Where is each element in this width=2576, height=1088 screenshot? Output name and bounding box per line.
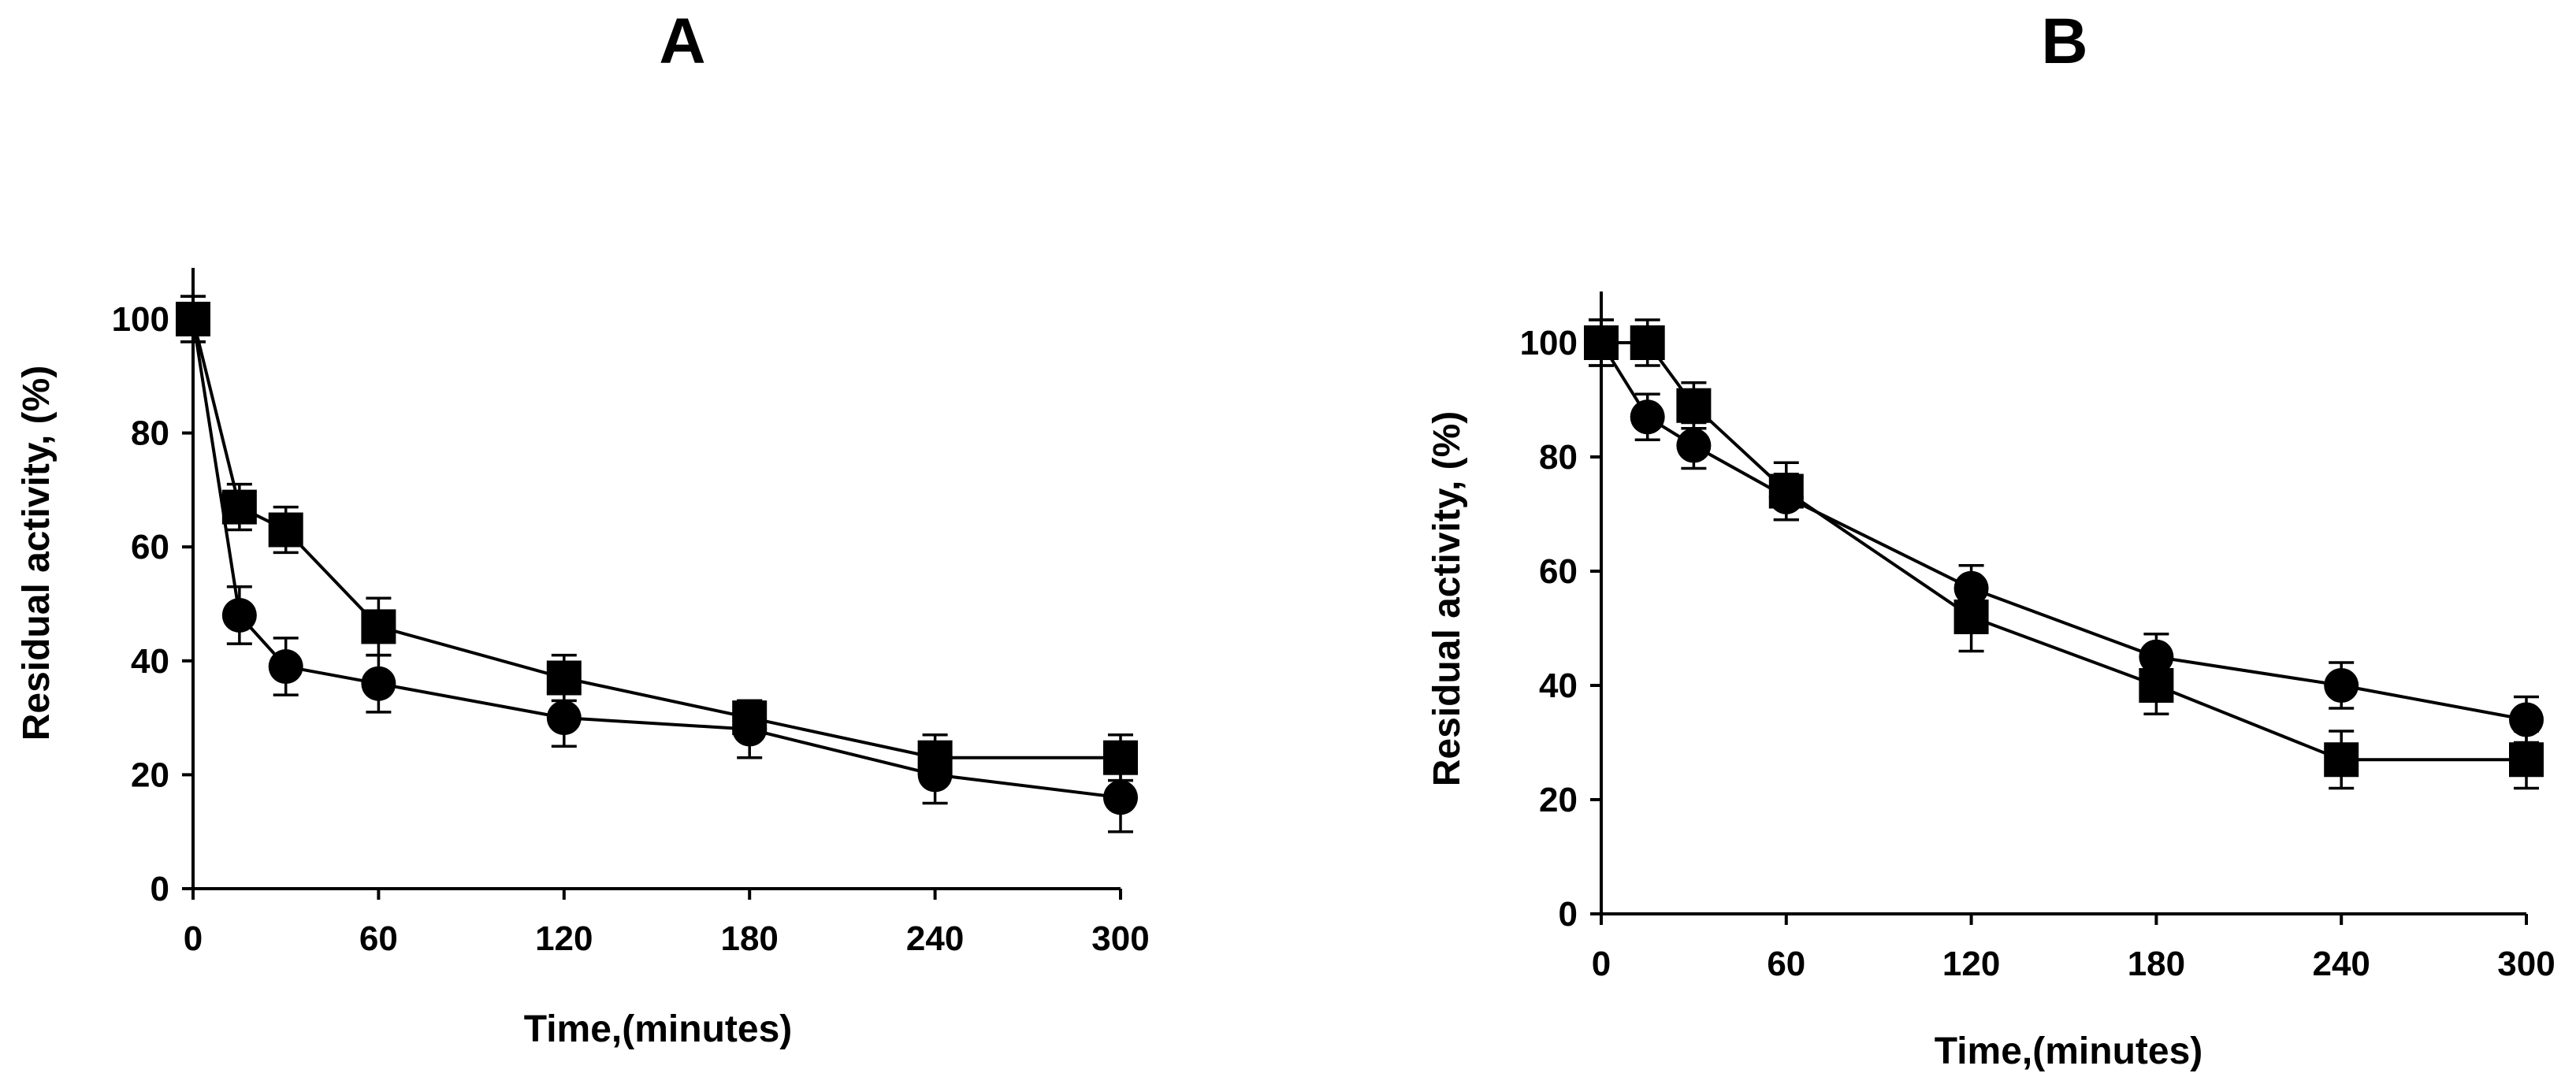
y-tick-label: 80	[131, 414, 169, 453]
series-circles-a	[176, 295, 1138, 834]
y-tick-label: 100	[1520, 324, 1578, 362]
x-tick-label: 300	[1091, 919, 1149, 958]
y-axis-label-a: Residual activity, (%)	[16, 366, 58, 741]
x-tick-label: 0	[1592, 945, 1611, 983]
data-point-circle	[221, 597, 257, 633]
x-tick-label: 240	[906, 919, 964, 958]
panel-title-b: B	[2041, 6, 2087, 77]
data-point-circle	[732, 711, 768, 747]
y-tick-label: 0	[151, 870, 169, 908]
data-point-circle	[1676, 428, 1712, 463]
series-line	[191, 318, 1121, 759]
x-axis-label-a: Time,(minutes)	[524, 1008, 793, 1050]
x-tick-label: 300	[2497, 945, 2555, 983]
series-squares-b	[1584, 318, 2544, 790]
x-tick-label: 180	[2128, 945, 2185, 983]
series-line	[1600, 341, 2527, 722]
data-point-square	[221, 489, 257, 525]
plot-area-b	[1584, 318, 2544, 790]
data-point-circle	[176, 302, 210, 336]
data-point-circle	[2139, 639, 2174, 674]
ticks-a: 0 20 40 60 80 100 0 60 120 180 240 300	[112, 300, 1150, 958]
plot-area-a	[176, 295, 1138, 834]
y-tick-label: 40	[131, 642, 169, 681]
x-tick-label: 180	[720, 919, 778, 958]
y-tick-label: 0	[1559, 895, 1578, 934]
data-point-square	[361, 609, 396, 644]
x-axis-label-b: Time,(minutes)	[1935, 1030, 2203, 1072]
data-point-circle	[917, 757, 953, 793]
data-point-circle	[268, 649, 303, 685]
y-tick-label: 20	[1539, 781, 1578, 819]
data-point-square	[268, 512, 303, 548]
data-point-square	[2509, 742, 2544, 778]
y-tick-label: 60	[1539, 552, 1578, 591]
series-circles-b	[1584, 318, 2544, 745]
panel-title-a: A	[659, 6, 705, 77]
data-point-circle	[1630, 399, 1665, 435]
data-point-circle	[2509, 702, 2544, 737]
y-axis-label-b: Residual activity, (%)	[1426, 411, 1468, 787]
series-squares-a	[176, 295, 1138, 782]
x-tick-label: 0	[184, 919, 203, 958]
series-line	[191, 318, 1121, 800]
series-line	[1601, 341, 2526, 762]
data-point-circle	[546, 700, 582, 736]
x-tick-label: 120	[1942, 945, 2000, 983]
x-tick-label: 60	[1767, 945, 1805, 983]
ticks-b: 0 20 40 60 80 100 0 60 120 180 240 300	[1520, 324, 2556, 983]
y-tick-label: 40	[1539, 667, 1578, 705]
axes-b	[1600, 291, 2526, 915]
data-point-circle	[2324, 668, 2359, 703]
chart-panel-b: B Residual activity, (%) Time,(minutes) …	[1426, 6, 2556, 1072]
axes-a	[191, 268, 1121, 890]
x-tick-label: 60	[359, 919, 398, 958]
x-tick-label: 120	[535, 919, 593, 958]
data-point-square	[1630, 325, 1665, 360]
y-tick-label: 80	[1539, 438, 1578, 477]
data-point-square	[2324, 742, 2359, 778]
data-point-circle	[1584, 325, 1619, 360]
y-tick-label: 20	[131, 756, 169, 794]
chart-panel-a: A Residual activity, (%) Time,(minutes) …	[16, 6, 1150, 1050]
data-point-circle	[1953, 570, 1989, 606]
y-tick-label: 60	[131, 528, 169, 566]
data-point-circle	[1103, 780, 1138, 815]
y-tick-label: 100	[112, 300, 169, 339]
data-point-circle	[1768, 479, 1804, 514]
data-point-circle	[361, 666, 396, 701]
data-point-square	[1676, 388, 1712, 423]
x-tick-label: 240	[2312, 945, 2370, 983]
